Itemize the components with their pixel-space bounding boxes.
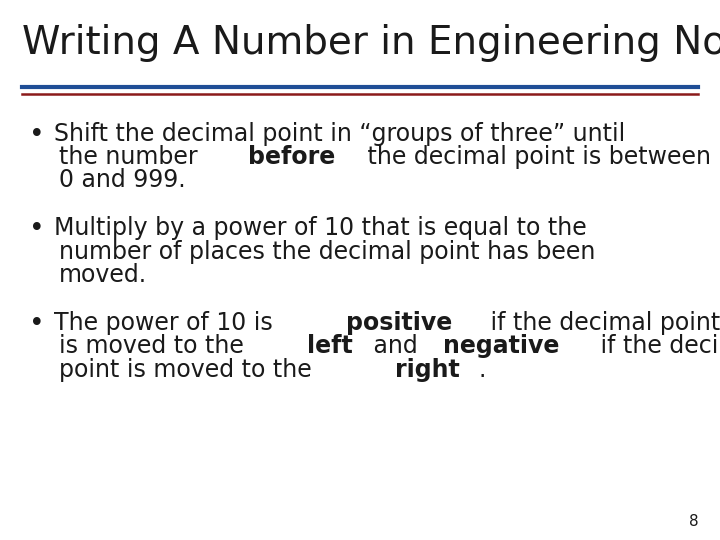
Text: positive: positive bbox=[346, 311, 452, 335]
Text: right: right bbox=[395, 358, 459, 382]
Text: 8: 8 bbox=[689, 514, 698, 529]
Text: the number: the number bbox=[59, 145, 205, 169]
Text: Multiply by a power of 10 that is equal to the: Multiply by a power of 10 that is equal … bbox=[54, 216, 587, 240]
Text: the decimal point is between: the decimal point is between bbox=[360, 145, 711, 169]
Text: moved.: moved. bbox=[59, 263, 147, 287]
Text: •: • bbox=[29, 311, 45, 337]
Text: The power of 10 is: The power of 10 is bbox=[54, 311, 280, 335]
Text: number of places the decimal point has been: number of places the decimal point has b… bbox=[59, 240, 595, 264]
Text: if the decimal point: if the decimal point bbox=[483, 311, 720, 335]
Text: point is moved to the: point is moved to the bbox=[59, 358, 319, 382]
Text: before: before bbox=[248, 145, 335, 169]
Text: is moved to the: is moved to the bbox=[59, 334, 251, 359]
Text: negative: negative bbox=[443, 334, 559, 359]
Text: and: and bbox=[366, 334, 426, 359]
Text: if the decimal: if the decimal bbox=[593, 334, 720, 359]
Text: •: • bbox=[29, 216, 45, 242]
Text: •: • bbox=[29, 122, 45, 147]
Text: left: left bbox=[307, 334, 353, 359]
Text: Shift the decimal point in “groups of three” until: Shift the decimal point in “groups of th… bbox=[54, 122, 625, 145]
Text: 0 and 999.: 0 and 999. bbox=[59, 168, 186, 192]
Text: .: . bbox=[478, 358, 486, 382]
Text: Writing A Number in Engineering Notation: Writing A Number in Engineering Notation bbox=[22, 24, 720, 62]
